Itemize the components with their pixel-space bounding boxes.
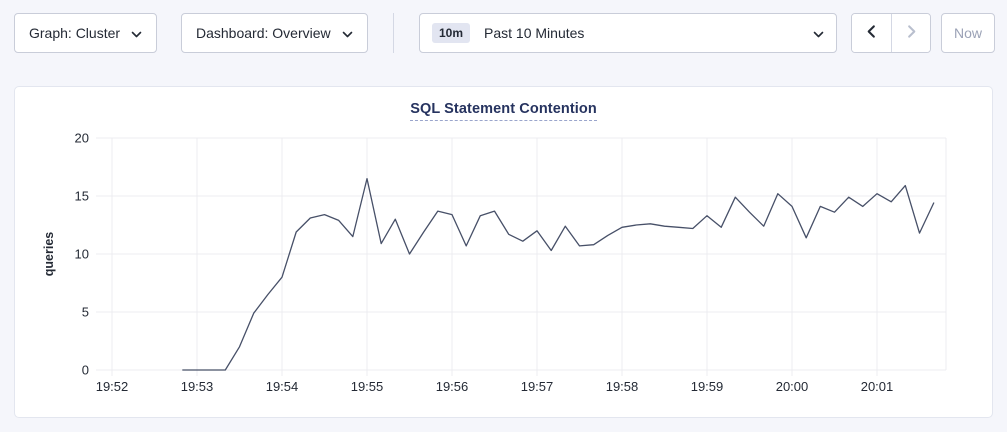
x-tick-label: 20:01	[861, 379, 894, 394]
x-tick-label: 19:56	[436, 379, 469, 394]
now-button[interactable]: Now	[941, 13, 995, 53]
graph-dropdown-label: Graph: Cluster	[29, 25, 121, 41]
graph-dropdown[interactable]: Graph: Cluster	[14, 13, 157, 53]
x-tick-label: 19:55	[351, 379, 384, 394]
chart-title[interactable]: SQL Statement Contention	[410, 101, 597, 121]
y-axis-label: queries	[42, 232, 56, 277]
time-range-selector[interactable]: 10m Past 10 Minutes	[419, 13, 837, 53]
time-nav-group	[851, 13, 931, 53]
toolbar: Graph: Cluster Dashboard: Overview 10m P…	[0, 0, 1007, 53]
contention-chart: 0 5 10 15 20 19:52 19:53 19:54 19:55 19:56 19:57 19…	[42, 131, 947, 394]
chevron-left-icon	[864, 24, 879, 42]
x-tick-label: 19:53	[181, 379, 214, 394]
chevron-down-icon	[131, 25, 142, 41]
chevron-right-icon	[904, 24, 919, 42]
toolbar-divider	[393, 13, 394, 53]
chart-panel: SQL Statement Contention 0 5 10 15 20 19:52 19…	[14, 86, 993, 418]
chevron-down-icon	[813, 25, 824, 41]
x-tick-label: 19:59	[691, 379, 724, 394]
x-tick-label: 19:57	[521, 379, 554, 394]
x-tick-label: 19:58	[606, 379, 639, 394]
chart-title-row: SQL Statement Contention	[15, 100, 992, 121]
chevron-down-icon	[342, 25, 353, 41]
time-back-button[interactable]	[852, 14, 891, 52]
x-tick-label: 20:00	[776, 379, 809, 394]
x-tick-label: 19:54	[266, 379, 299, 394]
y-tick-label: 15	[75, 189, 89, 204]
dashboard-dropdown-label: Dashboard: Overview	[196, 25, 331, 41]
y-tick-label: 20	[75, 131, 89, 146]
time-range-badge: 10m	[432, 23, 471, 43]
x-tick-label: 19:52	[96, 379, 129, 394]
y-tick-label: 0	[82, 363, 89, 378]
contention-line	[182, 177, 935, 371]
time-forward-button[interactable]	[891, 14, 930, 52]
time-range-label: Past 10 Minutes	[484, 25, 585, 41]
dashboard-dropdown[interactable]: Dashboard: Overview	[181, 13, 368, 53]
y-tick-label: 5	[82, 305, 89, 320]
y-tick-label: 10	[75, 247, 89, 262]
